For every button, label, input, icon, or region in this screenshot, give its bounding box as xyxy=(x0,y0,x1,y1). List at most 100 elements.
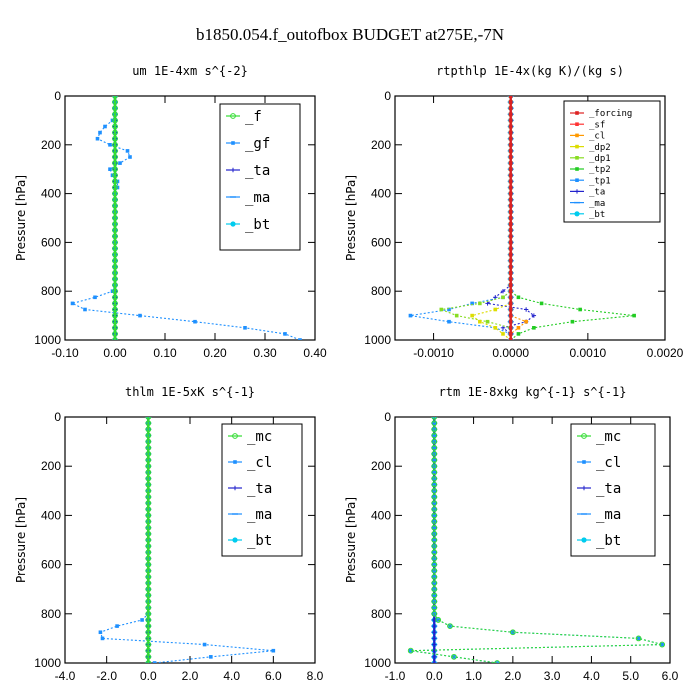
data-point xyxy=(112,324,118,331)
data-point xyxy=(451,653,457,660)
data-point xyxy=(431,494,438,500)
y-axis-label: Pressure [hPa] xyxy=(14,175,28,261)
data-point xyxy=(581,485,587,491)
legend-label: _dp1 xyxy=(589,154,611,164)
data-point xyxy=(112,135,118,142)
y-axis-label: Pressure [hPa] xyxy=(14,497,28,583)
data-point xyxy=(98,630,103,635)
data-point xyxy=(439,307,444,312)
data-point xyxy=(112,148,118,154)
series-dp1 xyxy=(439,96,513,340)
data-point xyxy=(145,549,152,556)
data-point xyxy=(508,179,513,184)
data-point xyxy=(145,647,152,654)
data-point xyxy=(531,313,537,318)
data-point xyxy=(112,233,118,240)
data-point xyxy=(98,130,102,135)
data-point xyxy=(145,623,152,629)
data-point xyxy=(145,561,152,568)
plots-container: um 1E-4xm s^{-2} Pressure [hPa] 0 200 400 600… xyxy=(14,64,684,683)
data-point xyxy=(95,136,100,141)
data-point xyxy=(508,265,513,269)
y-tick-label: 0 xyxy=(54,410,61,424)
x-tick-label: -0.10 xyxy=(51,346,79,360)
data-point xyxy=(635,635,642,642)
data-point xyxy=(145,574,152,580)
data-point xyxy=(508,100,513,104)
data-point xyxy=(508,143,513,147)
legend-label: _gf xyxy=(245,136,270,152)
series-f xyxy=(112,96,118,340)
y-tick-label: 200 xyxy=(371,459,391,473)
data-point xyxy=(431,481,438,488)
data-point xyxy=(145,537,152,543)
data-point xyxy=(125,149,130,153)
data-point xyxy=(494,660,501,663)
data-point xyxy=(112,123,118,130)
data-point xyxy=(112,184,118,191)
data-point xyxy=(524,319,528,324)
data-point xyxy=(508,210,513,214)
data-point xyxy=(508,295,513,300)
data-point xyxy=(523,307,529,312)
data-point xyxy=(478,301,482,306)
data-point xyxy=(632,313,636,318)
legend: _f _gf _ta _ma _bt xyxy=(219,103,301,251)
data-point xyxy=(431,555,438,562)
data-point xyxy=(432,501,437,505)
data-point xyxy=(93,295,97,300)
legend-label: _ma xyxy=(596,507,621,523)
data-point xyxy=(145,469,152,476)
data-point xyxy=(138,313,142,318)
data-point xyxy=(508,136,513,141)
data-point xyxy=(112,294,118,301)
data-point xyxy=(112,209,118,215)
y-tick-label: 400 xyxy=(41,187,61,201)
x-tick-label: 0.00 xyxy=(103,346,127,360)
data-point xyxy=(575,156,579,160)
chart-title: um 1E-4xm s^{-2} xyxy=(132,64,248,78)
data-point xyxy=(145,500,152,507)
data-point xyxy=(431,586,438,593)
y-tick-label: 400 xyxy=(371,187,391,201)
y-tick-label: 600 xyxy=(371,235,391,249)
data-point xyxy=(233,460,237,464)
data-point xyxy=(501,295,505,300)
data-point xyxy=(508,307,513,312)
data-point xyxy=(145,524,152,531)
data-point xyxy=(516,332,521,336)
data-point xyxy=(112,318,118,325)
data-point xyxy=(145,487,152,494)
chart-title: rtpthlp 1E-4x(kg K)/(kg s) xyxy=(436,64,624,78)
data-point xyxy=(447,307,451,312)
data-point xyxy=(431,518,438,525)
x-tick-label: 0.20 xyxy=(203,346,227,360)
data-point xyxy=(432,593,437,598)
y-tick-label: 800 xyxy=(41,607,61,621)
data-point xyxy=(145,567,152,574)
data-point xyxy=(243,326,247,330)
y-tick-label: 600 xyxy=(41,235,61,249)
data-point xyxy=(145,444,152,451)
data-point xyxy=(112,154,118,160)
data-point xyxy=(431,561,438,568)
x-tick-label: 0.0 xyxy=(426,669,443,683)
data-point xyxy=(145,660,152,663)
data-point xyxy=(112,276,118,282)
data-point xyxy=(431,530,438,537)
data-point xyxy=(431,451,438,457)
data-point xyxy=(432,636,437,641)
figure-title: b1850.054.f_outofbox BUDGET at275E,-7N xyxy=(196,25,504,44)
data-point xyxy=(432,630,437,635)
legend-label: _ma xyxy=(245,190,270,206)
data-point xyxy=(108,143,112,147)
data-point xyxy=(508,216,513,220)
data-point xyxy=(152,661,157,663)
data-point xyxy=(115,624,119,628)
data-point xyxy=(145,506,152,513)
data-point xyxy=(145,555,152,562)
data-point xyxy=(431,512,438,519)
data-point xyxy=(581,433,587,439)
legend-label: _ma xyxy=(247,507,272,523)
